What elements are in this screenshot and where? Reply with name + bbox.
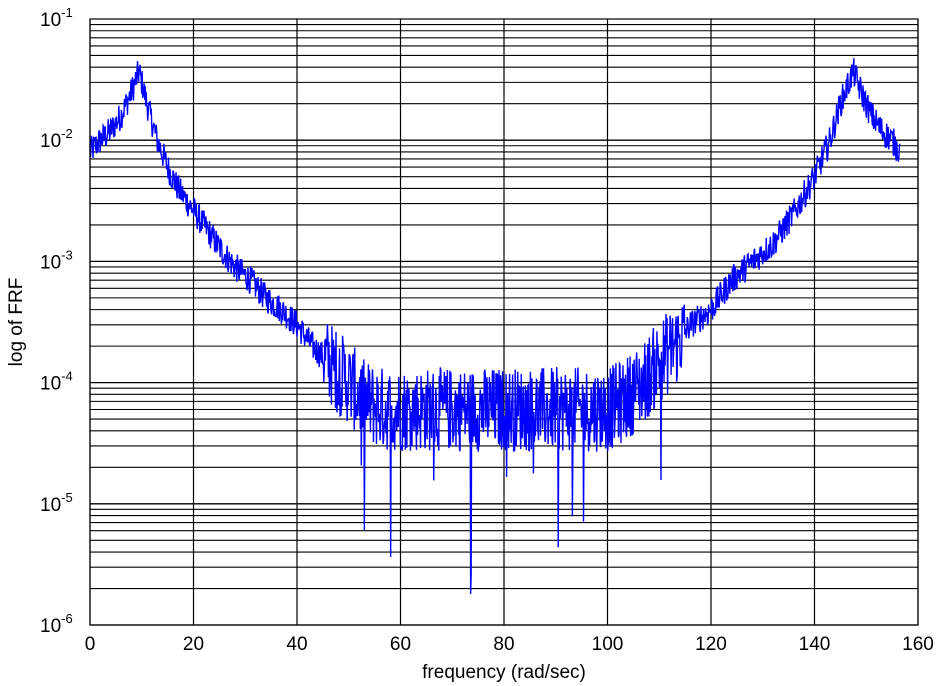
y-tick-label: 10-5 <box>40 490 73 516</box>
grid-lines <box>89 19 919 626</box>
y-axis-label: log of FRF <box>6 278 27 367</box>
x-tick-labels: 0 20 40 60 80 100 120 140 160 <box>85 634 934 655</box>
y-tick-label: 10-4 <box>40 369 73 395</box>
x-tick-label: 60 <box>390 634 411 655</box>
x-tick-label: 80 <box>493 634 514 655</box>
frf-series-line <box>89 58 901 595</box>
x-axis-label: frequency (rad/sec) <box>422 662 586 683</box>
plot-frame <box>89 18 919 626</box>
y-tick-label: 10-2 <box>40 126 73 152</box>
y-tick-label: 10-3 <box>40 247 73 273</box>
x-tick-label: 120 <box>695 634 727 655</box>
x-tick-label: 140 <box>799 634 831 655</box>
y-tick-label: 10-1 <box>40 5 73 31</box>
y-tick-labels: 10-6 10-5 10-4 10-3 10-2 10-1 <box>40 5 73 637</box>
y-tick-label: 10-6 <box>40 611 73 637</box>
data-line-group <box>89 58 901 595</box>
x-tick-label: 100 <box>592 634 624 655</box>
x-tick-label: 0 <box>85 634 96 655</box>
x-tick-label: 160 <box>902 634 934 655</box>
x-tick-label: 20 <box>183 634 204 655</box>
x-tick-label: 40 <box>286 634 307 655</box>
